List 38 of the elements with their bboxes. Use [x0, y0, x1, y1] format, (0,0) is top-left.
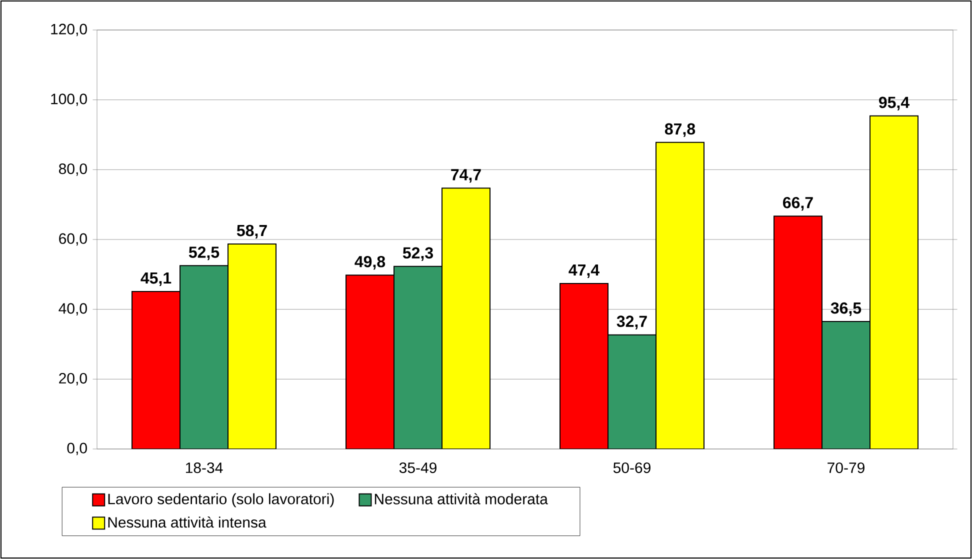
legend-label: Nessuna attività moderata	[374, 493, 548, 504]
bar	[180, 266, 228, 449]
bar	[346, 274, 395, 449]
data-label: 58,7	[236, 224, 267, 239]
y-tick-label: 80,0	[59, 163, 87, 176]
y-tick-label: 40,0	[58, 303, 87, 316]
x-tick-label: 50-69	[613, 462, 650, 474]
y-tick-label: 60,0	[59, 233, 87, 246]
y-tick-label: 20,0	[59, 372, 87, 386]
data-label: 87,8	[664, 123, 696, 137]
data-label: 95,4	[878, 96, 910, 110]
data-label: 52,3	[402, 247, 433, 261]
data-label: 32,7	[616, 316, 647, 330]
x-tick-label: 70-79	[828, 462, 864, 474]
data-label: 74,7	[451, 169, 481, 183]
data-label: 36,5	[830, 302, 862, 316]
data-label: 47,4	[568, 264, 600, 278]
y-tick-label: 120,0	[51, 24, 87, 36]
bar	[822, 321, 870, 449]
y-tick-label: 100,0	[51, 94, 87, 106]
bar	[774, 216, 822, 449]
x-tick-label: 35-49	[399, 462, 436, 474]
bar	[228, 244, 276, 449]
data-label: 66,7	[783, 196, 813, 211]
bar	[656, 142, 705, 449]
bar	[442, 188, 491, 449]
legend-label: Nessuna attività intensa	[108, 516, 266, 528]
data-label: 49,8	[354, 256, 386, 270]
bar	[132, 292, 180, 449]
y-tick-label: 0,0	[67, 442, 87, 456]
data-label: 52,5	[188, 246, 220, 260]
x-tick-label: 18-34	[186, 462, 223, 474]
legend-label: Lavoro sedentario (solo lavoratori)	[108, 493, 334, 508]
bar	[608, 334, 656, 449]
bar	[870, 115, 918, 449]
bar	[394, 266, 443, 449]
bar	[560, 282, 608, 449]
data-label: 45,1	[140, 272, 172, 286]
